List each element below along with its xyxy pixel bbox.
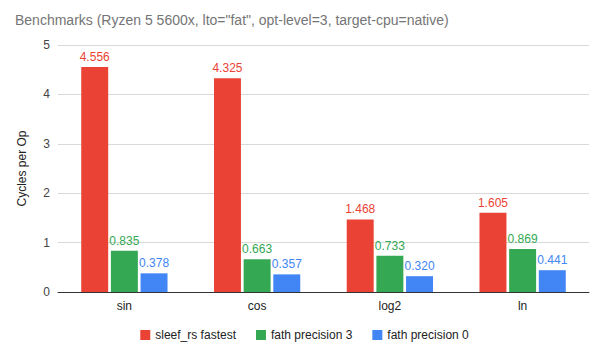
svg-text:0: 0 xyxy=(43,285,50,299)
svg-text:0.357: 0.357 xyxy=(272,257,302,271)
svg-text:0.320: 0.320 xyxy=(405,259,435,273)
svg-text:0.869: 0.869 xyxy=(508,232,538,246)
svg-text:Cycles per Op: Cycles per Op xyxy=(15,130,29,206)
svg-text:fath precision 0: fath precision 0 xyxy=(387,328,469,342)
svg-text:Benchmarks (Ryzen 5 5600x, lto: Benchmarks (Ryzen 5 5600x, lto="fat", op… xyxy=(15,12,449,28)
svg-text:fath precision 3: fath precision 3 xyxy=(271,328,353,342)
svg-text:4.556: 4.556 xyxy=(80,50,110,64)
svg-text:2: 2 xyxy=(43,186,50,200)
svg-text:3: 3 xyxy=(43,137,50,151)
svg-text:0.663: 0.663 xyxy=(242,242,272,256)
svg-text:4: 4 xyxy=(43,87,50,101)
svg-text:sin: sin xyxy=(117,299,132,313)
svg-text:1.605: 1.605 xyxy=(478,196,508,210)
svg-text:0.378: 0.378 xyxy=(139,256,169,270)
svg-text:cos: cos xyxy=(248,299,267,313)
svg-text:ln: ln xyxy=(518,299,527,313)
svg-text:5: 5 xyxy=(43,38,50,52)
svg-text:0.733: 0.733 xyxy=(375,239,405,253)
svg-text:1.468: 1.468 xyxy=(345,202,375,216)
svg-text:log2: log2 xyxy=(379,299,402,313)
svg-text:1: 1 xyxy=(43,236,50,250)
svg-text:0.441: 0.441 xyxy=(537,253,567,267)
svg-text:sleef_rs fastest: sleef_rs fastest xyxy=(155,328,236,342)
svg-text:0.835: 0.835 xyxy=(109,234,139,248)
svg-text:4.325: 4.325 xyxy=(212,61,242,75)
